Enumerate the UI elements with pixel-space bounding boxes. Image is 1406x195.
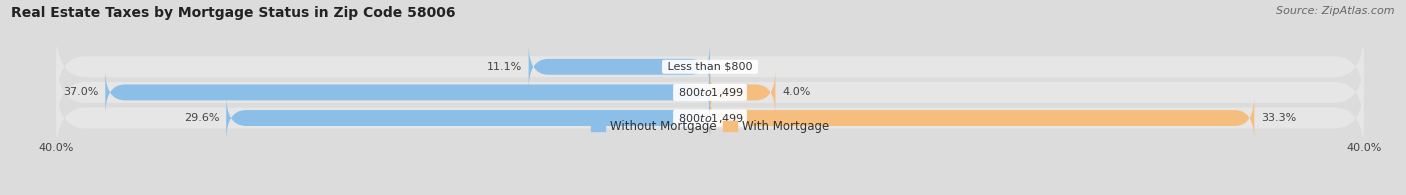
Legend: Without Mortgage, With Mortgage: Without Mortgage, With Mortgage [586,115,834,138]
FancyBboxPatch shape [529,44,710,90]
FancyBboxPatch shape [710,70,776,115]
FancyBboxPatch shape [56,82,1364,154]
FancyBboxPatch shape [226,95,710,141]
Text: $800 to $1,499: $800 to $1,499 [675,86,745,99]
Text: Real Estate Taxes by Mortgage Status in Zip Code 58006: Real Estate Taxes by Mortgage Status in … [11,6,456,20]
FancyBboxPatch shape [56,57,1364,128]
Text: 4.0%: 4.0% [782,87,810,98]
Text: 29.6%: 29.6% [184,113,219,123]
Text: 33.3%: 33.3% [1261,113,1296,123]
Text: 11.1%: 11.1% [486,62,522,72]
FancyBboxPatch shape [56,31,1364,102]
Text: Source: ZipAtlas.com: Source: ZipAtlas.com [1277,6,1395,16]
Text: 37.0%: 37.0% [63,87,98,98]
Text: $800 to $1,499: $800 to $1,499 [675,112,745,125]
FancyBboxPatch shape [710,95,1254,141]
FancyBboxPatch shape [105,70,710,115]
Text: Less than $800: Less than $800 [664,62,756,72]
